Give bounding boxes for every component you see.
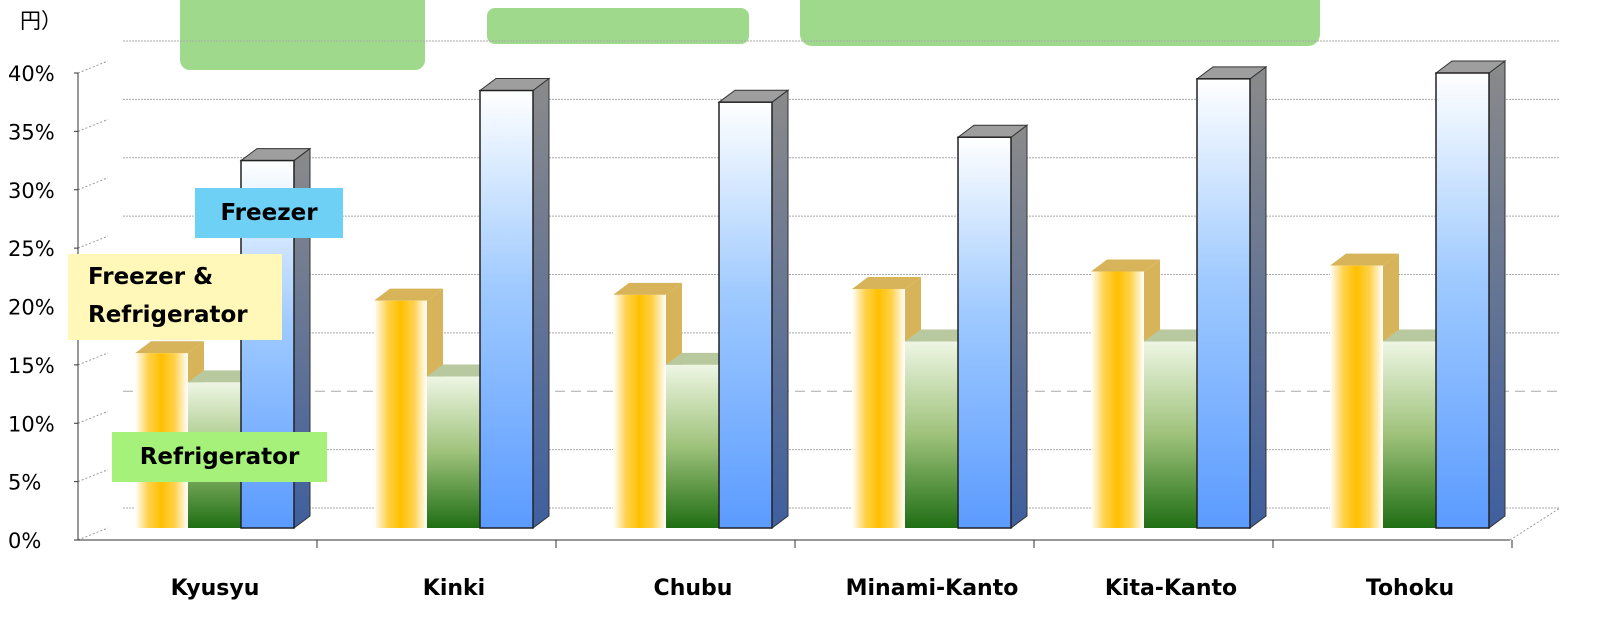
legend-freezer-label: Freezer (220, 200, 318, 226)
legend-ff-label-line2: Refrigerator (88, 302, 248, 328)
bars (135, 60, 1507, 529)
legend-freezer-refrigerator: Freezer & Refrigerator (68, 254, 282, 340)
y-tick-label: 25% (8, 237, 55, 261)
bar (666, 364, 719, 528)
category-label: Minami-Kanto (846, 576, 1019, 601)
category-label: Tohoku (1366, 576, 1454, 601)
bar (1091, 271, 1144, 528)
bar-top (1330, 253, 1399, 266)
bar (957, 136, 1012, 529)
bar-top (1383, 329, 1452, 342)
category-label: Chubu (654, 576, 733, 601)
legend-ff-label-line1: Freezer & (88, 264, 214, 290)
decorative-shape-left (180, 0, 425, 70)
category-label: Kita-Kanto (1105, 576, 1237, 601)
gridline-depth (77, 60, 109, 74)
bar-top (905, 329, 974, 342)
gridline-depth (77, 177, 109, 191)
bar-side (1488, 60, 1506, 529)
y-tick-label: 5% (8, 471, 41, 495)
gridline-depth (77, 118, 109, 132)
legend-refrigerator-label: Refrigerator (139, 444, 300, 470)
gridline-depth (77, 235, 109, 249)
decorative-shape-middle (487, 8, 749, 44)
bar (1144, 341, 1197, 528)
bar-side (1249, 65, 1267, 529)
bar (852, 288, 905, 528)
bar-top (427, 364, 496, 377)
bar-top (666, 352, 735, 365)
bar (905, 341, 958, 528)
bar-top (1144, 329, 1213, 342)
bar (1330, 265, 1383, 528)
bar (374, 300, 427, 528)
y-tick-label: 15% (8, 354, 55, 378)
bar-top (852, 276, 921, 289)
decorative-shape-right (800, 0, 1320, 46)
bar-top (135, 341, 204, 354)
legend-refrigerator: Refrigerator (112, 432, 327, 482)
bar-top (188, 370, 257, 383)
gridline-depth (77, 469, 109, 483)
bar (1435, 72, 1490, 529)
y-tick-label: 30% (8, 179, 55, 203)
unit-label: 円） (20, 9, 62, 33)
bar-top (1091, 259, 1160, 272)
y-tick-label: 20% (8, 296, 55, 320)
bar (427, 376, 480, 528)
bar (718, 101, 773, 529)
bar-side (532, 77, 550, 529)
y-tick-label: 40% (8, 62, 55, 86)
x-axis-labels: Kyusyu Kinki Chubu Minami-Kanto Kita-Kanto To… (171, 576, 1455, 601)
grid (77, 40, 1560, 541)
y-tick-label: 0% (8, 529, 41, 553)
gridline-depth (77, 410, 109, 424)
gridline-depth (77, 527, 109, 541)
y-tick-label: 35% (8, 120, 55, 144)
category-label: Kinki (423, 576, 485, 601)
bar-side (1010, 124, 1028, 529)
y-axis: 0% 5% 10% 15% 20% 25% 30% 35% 40% (8, 62, 1561, 553)
bar (613, 294, 666, 528)
category-label: Kyusyu (171, 576, 260, 601)
x-axis-depth (1509, 507, 1561, 541)
legend-freezer: Freezer (195, 188, 343, 238)
bar-top (613, 282, 682, 295)
bar-side (771, 89, 789, 529)
bar (479, 89, 534, 529)
y-tick-label: 10% (8, 412, 55, 436)
bar (1383, 341, 1436, 528)
bar (1196, 78, 1251, 529)
gridline-depth (77, 352, 109, 366)
bar-top (374, 288, 443, 301)
